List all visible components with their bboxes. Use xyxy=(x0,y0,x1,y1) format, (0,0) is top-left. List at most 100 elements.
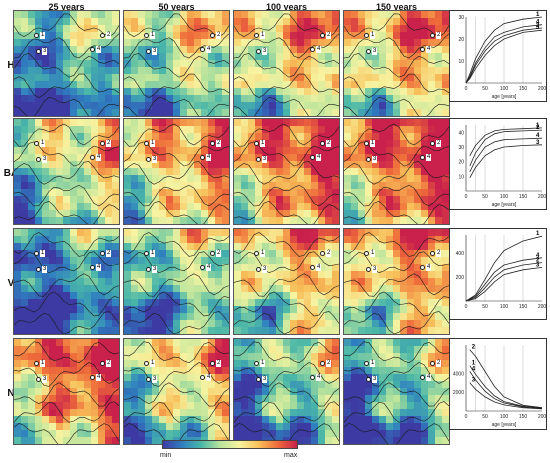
map-v-3: 1 2 3 4 xyxy=(343,228,450,335)
site-marker-label: 4 xyxy=(426,154,432,161)
x-tick-label: 0 xyxy=(465,304,468,310)
site-marker-label: 2 xyxy=(216,250,222,257)
y-tick-label: 2000 xyxy=(453,390,464,396)
site-marker xyxy=(36,377,41,382)
series-line-4 xyxy=(469,137,543,173)
site-marker-label: 3 xyxy=(262,48,268,55)
site-marker-label: 3 xyxy=(372,48,378,55)
x-axis-label: age [years] xyxy=(492,94,517,100)
site-marker xyxy=(430,251,435,256)
site-marker xyxy=(310,265,315,270)
site-marker xyxy=(200,265,205,270)
series-line-4 xyxy=(465,24,543,84)
map-h-3: 1 2 3 4 xyxy=(343,10,450,117)
site-marker xyxy=(320,141,325,146)
site-marker-label: 1 xyxy=(150,250,156,257)
site-marker xyxy=(366,267,371,272)
x-axis-label: age [years] xyxy=(492,202,517,208)
site-marker xyxy=(100,141,105,146)
site-marker-label: 4 xyxy=(426,264,432,271)
site-marker xyxy=(430,361,435,366)
map-ba-0: 1 2 3 4 xyxy=(13,118,120,225)
series-label-3: 3 xyxy=(536,140,540,146)
x-tick-label: 100 xyxy=(500,414,509,420)
series-line-4 xyxy=(465,257,543,302)
plot-axes xyxy=(465,125,542,192)
series-label-1: 1 xyxy=(536,231,540,237)
site-marker-label: 1 xyxy=(40,32,46,39)
site-marker xyxy=(364,33,369,38)
site-marker xyxy=(364,141,369,146)
y-tick-label: 10 xyxy=(458,59,464,65)
series-line-1 xyxy=(469,365,543,409)
site-marker xyxy=(310,375,315,380)
site-marker-label: 4 xyxy=(316,154,322,161)
site-marker xyxy=(364,251,369,256)
site-marker xyxy=(34,251,39,256)
series-label-4: 4 xyxy=(536,253,540,259)
site-marker-label: 4 xyxy=(206,374,212,381)
plot-axes xyxy=(465,345,542,412)
site-marker-label: 1 xyxy=(370,250,376,257)
x-tick-label: 0 xyxy=(465,86,468,92)
y-tick-label: 20 xyxy=(458,160,464,166)
site-marker xyxy=(90,47,95,52)
row-label-ba: BA xyxy=(3,168,19,179)
site-marker-label: 2 xyxy=(326,32,332,39)
site-marker xyxy=(200,375,205,380)
series-line-1 xyxy=(465,16,543,84)
series-label-1: 1 xyxy=(472,361,476,367)
series-line-3 xyxy=(465,267,543,302)
site-marker-label: 4 xyxy=(96,46,102,53)
site-marker-label: 4 xyxy=(96,374,102,381)
site-marker-label: 4 xyxy=(426,46,432,53)
y-tick-label: 400 xyxy=(456,251,465,257)
site-marker-label: 3 xyxy=(42,48,48,55)
map-v-1: 1 2 3 4 xyxy=(123,228,230,335)
site-marker xyxy=(146,49,151,54)
site-marker-label: 2 xyxy=(216,32,222,39)
site-marker xyxy=(36,157,41,162)
plot-ba: 10 20 30 40 0 50 100 150 200 age [years] 1 2 4 3 xyxy=(449,118,547,210)
site-marker-label: 1 xyxy=(260,32,266,39)
site-marker xyxy=(210,251,215,256)
x-tick-label: 200 xyxy=(538,414,546,420)
site-marker xyxy=(146,377,151,382)
series-label-3: 3 xyxy=(536,25,540,31)
series-label-4: 4 xyxy=(472,366,476,372)
site-marker-label: 1 xyxy=(260,250,266,257)
series-line-2 xyxy=(465,262,543,302)
map-n-3: 1 2 3 4 xyxy=(343,338,450,445)
x-tick-label: 150 xyxy=(519,194,528,200)
site-marker-label: 2 xyxy=(326,140,332,147)
site-marker xyxy=(364,361,369,366)
site-marker-label: 1 xyxy=(40,250,46,257)
site-marker-label: 1 xyxy=(40,140,46,147)
series-label-1: 1 xyxy=(536,123,540,129)
series-line-2 xyxy=(469,129,543,167)
site-marker xyxy=(146,157,151,162)
row-label-h: H xyxy=(7,60,15,71)
site-marker xyxy=(320,251,325,256)
site-marker xyxy=(144,251,149,256)
site-marker-label: 3 xyxy=(372,156,378,163)
site-marker-label: 1 xyxy=(260,360,266,367)
map-n-2: 1 2 3 4 xyxy=(233,338,340,445)
site-marker-label: 2 xyxy=(326,250,332,257)
site-marker-label: 4 xyxy=(316,264,322,271)
y-tick-label: 30 xyxy=(458,145,464,151)
series-label-4: 4 xyxy=(536,133,540,139)
site-marker-label: 4 xyxy=(316,46,322,53)
series-label-4: 4 xyxy=(536,20,540,26)
map-h-1: 1 2 3 4 xyxy=(123,10,230,117)
site-marker xyxy=(420,265,425,270)
colorbar xyxy=(162,440,298,449)
map-v-2: 1 2 3 4 xyxy=(233,228,340,335)
site-marker-label: 3 xyxy=(42,266,48,273)
site-marker xyxy=(256,157,261,162)
site-marker-label: 2 xyxy=(106,32,112,39)
site-marker xyxy=(210,361,215,366)
site-marker-label: 4 xyxy=(206,154,212,161)
site-marker-label: 1 xyxy=(370,140,376,147)
y-tick-label: 30 xyxy=(458,15,464,21)
